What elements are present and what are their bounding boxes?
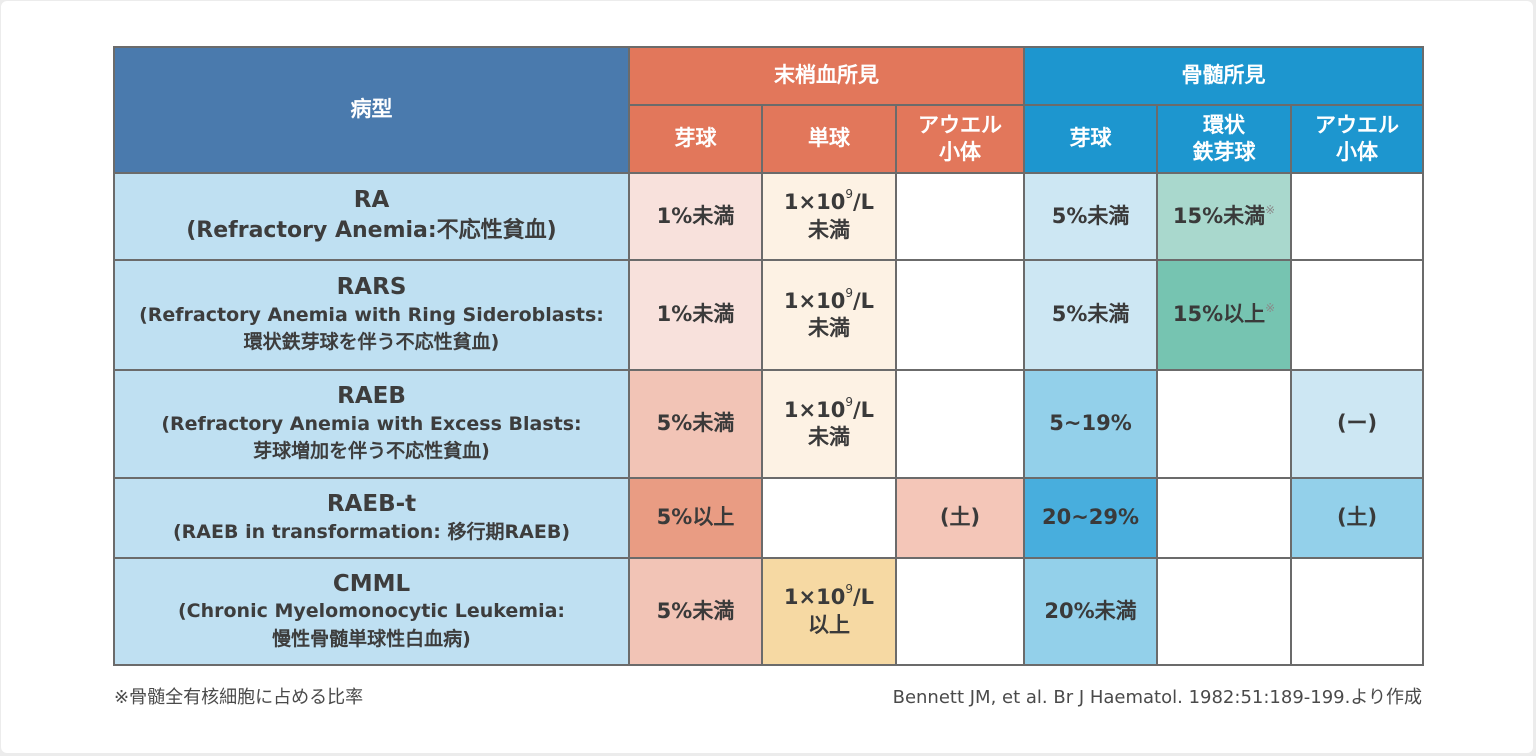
- pb-blasts-cell: 5%以上: [628, 477, 763, 559]
- pb-blasts-cell: 5%未満: [628, 557, 763, 666]
- mds-classification-table: 病型 末梢血所見 骨髄所見 芽球 単球 アウエル 小体 芽球 環状 鉄芽球 アウエル…: [113, 46, 1425, 666]
- table-row: RAEB-t (RAEB in transformation: 移行期RAEB)…: [113, 477, 1425, 559]
- header-pb-monocytes: 単球: [761, 104, 897, 174]
- header-disease-type: 病型: [113, 46, 630, 174]
- bm-auer-cell: (ー): [1290, 369, 1425, 479]
- pb-auer-cell: [894, 369, 1026, 479]
- table-row: RARS (Refractory Anemia with Ring Sidero…: [113, 259, 1425, 371]
- bm-auer-cell: [1290, 259, 1425, 371]
- bm-blasts-cell: 5%未満: [1023, 172, 1159, 261]
- bm-ring-cell: [1156, 477, 1293, 559]
- header-peripheral-blood: 末梢血所見: [627, 46, 1026, 106]
- header-bm-auer: アウエル 小体: [1290, 104, 1425, 174]
- bm-ring-cell: [1156, 369, 1293, 479]
- bm-blasts-cell: 20%未満: [1023, 557, 1159, 666]
- footnote: ※骨髄全有核細胞に占める比率: [114, 687, 364, 708]
- bm-auer-cell: (土): [1290, 477, 1425, 559]
- pb-blasts-cell: 5%未満: [628, 369, 763, 479]
- pb-blasts-cell: 1%未満: [628, 259, 763, 371]
- header-bm-ring-sideroblasts: 環状 鉄芽球: [1156, 104, 1293, 174]
- pb-auer-cell: (土): [894, 477, 1026, 559]
- pb-monocytes-cell: [761, 477, 897, 559]
- bm-ring-cell: 15%未満※: [1156, 172, 1293, 261]
- bm-ring-cell: [1156, 557, 1293, 666]
- pb-monocytes-cell: 1×109/L 未満: [761, 172, 897, 261]
- header-pb-blasts: 芽球: [628, 104, 763, 174]
- disease-name-cell: RAEB (Refractory Anemia with Excess Blas…: [113, 369, 630, 479]
- bm-auer-cell: [1290, 172, 1425, 261]
- disease-name-cell: RAEB-t (RAEB in transformation: 移行期RAEB): [113, 477, 630, 559]
- bm-ring-cell: 15%以上※: [1156, 259, 1293, 371]
- header-bm-blasts: 芽球: [1023, 104, 1159, 174]
- bm-blasts-cell: 20~29%: [1023, 477, 1159, 559]
- disease-name-cell: CMML (Chronic Myelomonocytic Leukemia: 慢…: [113, 557, 630, 666]
- table-row: RA (Refractory Anemia:不応性貧血) 1%未満 1×109/…: [113, 172, 1425, 261]
- header-bone-marrow: 骨髄所見: [1023, 46, 1425, 106]
- pb-auer-cell: [894, 172, 1026, 261]
- pb-monocytes-cell: 1×109/L 未満: [761, 259, 897, 371]
- pb-auer-cell: [894, 259, 1026, 371]
- disease-name-cell: RARS (Refractory Anemia with Ring Sidero…: [113, 259, 630, 371]
- bm-blasts-cell: 5~19%: [1023, 369, 1159, 479]
- disease-name-cell: RA (Refractory Anemia:不応性貧血): [113, 172, 630, 261]
- bm-auer-cell: [1290, 557, 1425, 666]
- pb-auer-cell: [894, 557, 1026, 666]
- pb-monocytes-cell: 1×109/L 以上: [761, 557, 897, 666]
- table-row: RAEB (Refractory Anemia with Excess Blas…: [113, 369, 1425, 479]
- pb-monocytes-cell: 1×109/L 未満: [761, 369, 897, 479]
- source-citation: Bennett JM, et al. Br J Haematol. 1982:5…: [892, 687, 1422, 708]
- pb-blasts-cell: 1%未満: [628, 172, 763, 261]
- bm-blasts-cell: 5%未満: [1023, 259, 1159, 371]
- header-pb-auer: アウエル 小体: [894, 104, 1026, 174]
- table-row: CMML (Chronic Myelomonocytic Leukemia: 慢…: [113, 557, 1425, 666]
